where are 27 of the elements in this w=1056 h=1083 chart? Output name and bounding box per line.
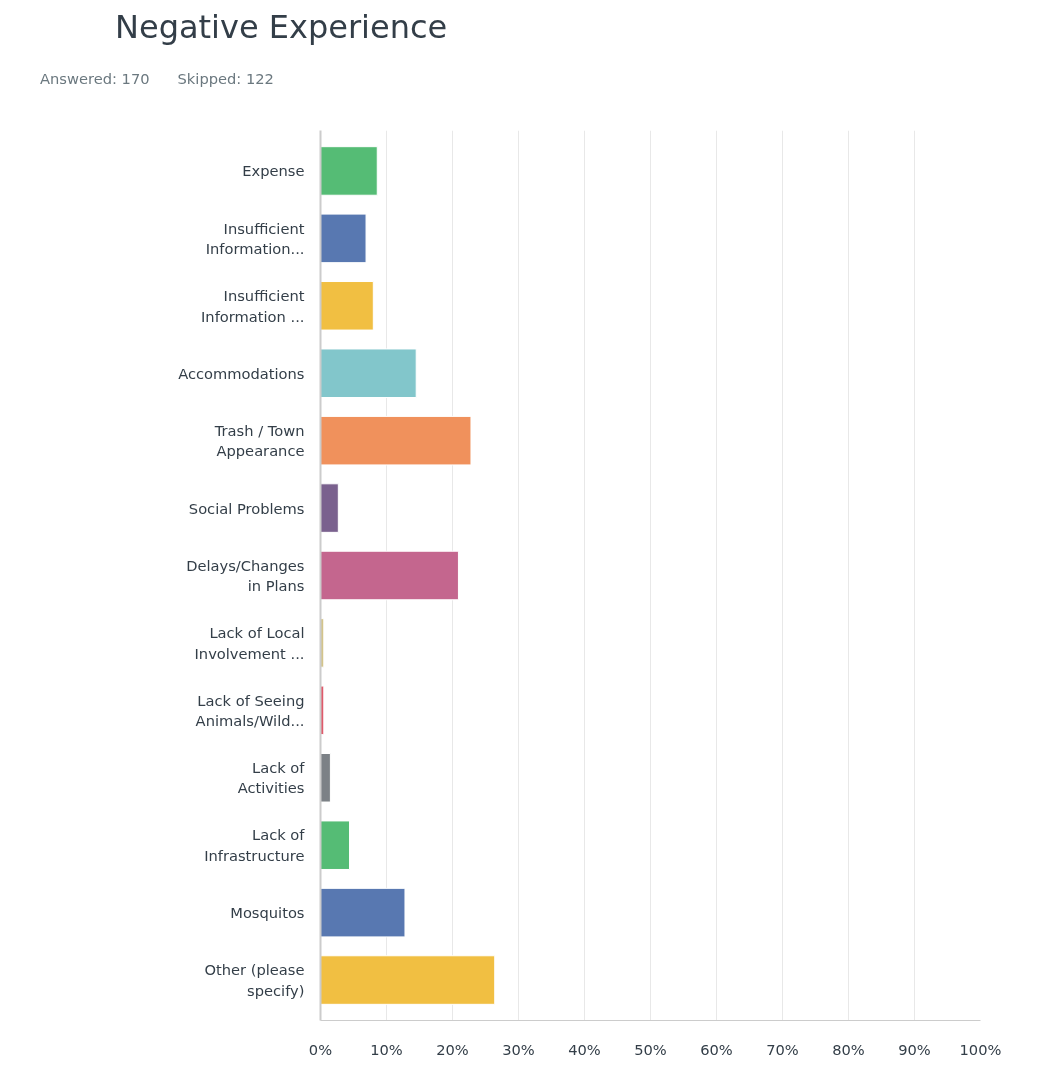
y-tick-label: Other (please specify) bbox=[204, 961, 305, 999]
y-tick-label: Mosquitos bbox=[230, 904, 305, 922]
y-tick-label: Delays/Changes in Plans bbox=[186, 556, 305, 595]
y-tick-label: Expense bbox=[242, 162, 305, 180]
x-tick-label: 60% bbox=[700, 1040, 733, 1058]
text: Answered: 170 bbox=[40, 69, 150, 87]
x-tick-label: 20% bbox=[436, 1040, 469, 1058]
x-tick-label: 10% bbox=[370, 1040, 403, 1058]
x-tick-label: 90% bbox=[898, 1040, 931, 1058]
y-tick-label: Lack of Seeing Animals/Wild... bbox=[195, 691, 305, 730]
x-tick-label: 80% bbox=[832, 1040, 865, 1058]
x-tick-label: 0% bbox=[308, 1040, 333, 1058]
y-tick-label: Lack of Activities bbox=[237, 759, 306, 797]
x-tick-label: 40% bbox=[568, 1040, 601, 1058]
x-tick-label: 30% bbox=[502, 1040, 535, 1058]
y-tick-label: Lack of Local Involvement ... bbox=[194, 624, 305, 662]
chart-title: Negative Experience bbox=[115, 7, 448, 48]
y-tick-label: Lack of Infrastructure bbox=[204, 826, 306, 864]
y-tick-label: Insufficient Information ... bbox=[201, 287, 305, 325]
x-tick-label: 50% bbox=[634, 1040, 667, 1058]
x-tick-label: 100% bbox=[959, 1040, 1002, 1058]
y-tick-label: Insufficient Information... bbox=[205, 219, 305, 258]
x-tick-label: 70% bbox=[766, 1040, 799, 1058]
text: Skipped: 122 bbox=[177, 69, 274, 87]
y-tick-label: Accommodations bbox=[178, 364, 305, 382]
y-tick-label: Trash / Town Appearance bbox=[213, 421, 305, 460]
y-tick-label: Social Problems bbox=[188, 499, 305, 517]
